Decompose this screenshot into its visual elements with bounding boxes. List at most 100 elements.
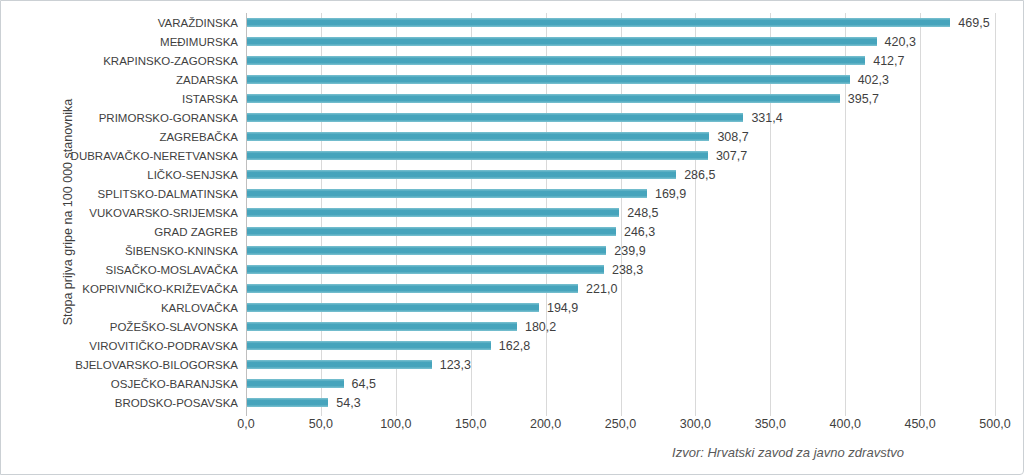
value-label: 169,9 [655,187,686,201]
x-tick-label: 150,0 [455,417,486,431]
bar-row: 169,9 [246,184,995,203]
bar [247,132,709,141]
x-tick-label: 100,0 [380,417,411,431]
bar-row: 123,3 [246,355,995,374]
category-label: BJELOVARSKO-BILOGORSKA [1,355,238,374]
value-label: 246,3 [624,225,655,239]
bar [247,284,578,293]
x-axis-ticks: 0,050,0100,0150,0200,0250,0300,0350,0400… [246,417,995,435]
category-label: LIČKO-SENJSKA [1,165,238,184]
plot-area: 469,5 420,3 412,7 402,3 395,7 331,4308,7 307,7… [246,13,995,412]
bar [247,208,619,217]
category-label: VIROVITIČKO-PODRAVSKA [1,336,238,355]
bar-row: 412,7 [246,51,995,70]
value-label: 308,7 [717,130,748,144]
category-label: ZAGREBAČKA [1,127,238,146]
category-label: VUKOVARSKO-SRIJEMSKA [1,203,238,222]
bar-row: 64,5 [246,374,995,393]
bar [247,151,708,160]
bar-row: 239,9 [246,241,995,260]
category-label: ISTARSKA [1,89,238,108]
bar-row: 331,4 [246,108,995,127]
bar-row: 221,0 [246,279,995,298]
bar [247,398,328,407]
category-label: SISAČKO-MOSLAVAČKA [1,260,238,279]
category-label: POŽEŠKO-SLAVONSKA [1,317,238,336]
bar-row: 286,5 [246,165,995,184]
x-tick-label: 250,0 [605,417,636,431]
bar-row: 238,3 [246,260,995,279]
value-label: 395,7 [848,92,879,106]
x-tick-label: 450,0 [904,417,935,431]
value-label: 194,9 [547,301,578,315]
value-label: 248,5 [627,206,658,220]
x-tick-label: 50,0 [309,417,333,431]
bar-row: 248,5 [246,203,995,222]
bar-row: 395,7 [246,89,995,108]
bar-row: 194,9 [246,298,995,317]
value-label: 221,0 [586,282,617,296]
source-note: Izvor: Hrvatski zavod za javno zdravstvo [672,445,904,460]
category-label: PRIMORSKO-GORANSKA [1,108,238,127]
category-label: ZADARSKA [1,70,238,89]
x-tick-label: 200,0 [530,417,561,431]
category-label: KRAPINSKO-ZAGORSKA [1,51,238,70]
bar [247,18,950,27]
value-label: 64,5 [352,377,376,391]
bar [247,322,517,331]
category-label: DUBRAVAČKO-NERETVANSKA [1,146,238,165]
value-label: 286,5 [684,168,715,182]
bar-row: 162,8 [246,336,995,355]
value-label: 469,5 [958,16,989,30]
bar [247,170,676,179]
bar-row: 420,3 [246,32,995,51]
bar [247,341,491,350]
bar [247,265,604,274]
bar [247,227,616,236]
x-tick-label: 350,0 [755,417,786,431]
bar-row: 180,2 [246,317,995,336]
value-label: 238,3 [612,263,643,277]
value-label: 180,2 [525,320,556,334]
x-tick-label: 300,0 [680,417,711,431]
bar-row: 308,7 [246,127,995,146]
value-label: 331,4 [751,111,782,125]
category-label: OSJEČKO-BARANJSKA [1,374,238,393]
category-label: KOPRIVNIČKO-KRIŽEVAČKA [1,279,238,298]
bar [247,75,850,84]
x-tick-label: 0,0 [237,417,254,431]
bar [247,189,647,198]
value-label: 123,3 [440,358,471,372]
category-label: MEĐIMURSKA [1,32,238,51]
bar [247,303,539,312]
bar [247,94,840,103]
bar [247,56,865,65]
bar-row: 469,5 [246,13,995,32]
category-label: KARLOVAČKA [1,298,238,317]
value-label: 162,8 [499,339,530,353]
value-label: 54,3 [336,396,360,410]
category-label: BRODSKO-POSAVSKA [1,393,238,412]
value-label: 239,9 [614,244,645,258]
value-label: 412,7 [873,54,904,68]
bar-row: 402,3 [246,70,995,89]
category-label: VARAŽDINSKA [1,13,238,32]
bar [247,37,877,46]
bar-row: 54,3 [246,393,995,412]
bar [247,379,344,388]
bar [247,113,743,122]
bar-row: 307,7 [246,146,995,165]
value-label: 402,3 [858,73,889,87]
category-label: SPLITSKO-DALMATINSKA [1,184,238,203]
x-tick-label: 400,0 [830,417,861,431]
bar-row: 246,3 [246,222,995,241]
category-label: GRAD ZAGREB [1,222,238,241]
value-label: 307,7 [716,149,747,163]
value-label: 420,3 [885,35,916,49]
category-label: ŠIBENSKO-KNINSKA [1,241,238,260]
gridline [995,13,996,416]
bar [247,360,432,369]
chart-frame: Stopa prijva gripe na 100 000 stanovnika… [0,0,1024,475]
bar [247,246,606,255]
x-tick-label: 500,0 [979,417,1010,431]
